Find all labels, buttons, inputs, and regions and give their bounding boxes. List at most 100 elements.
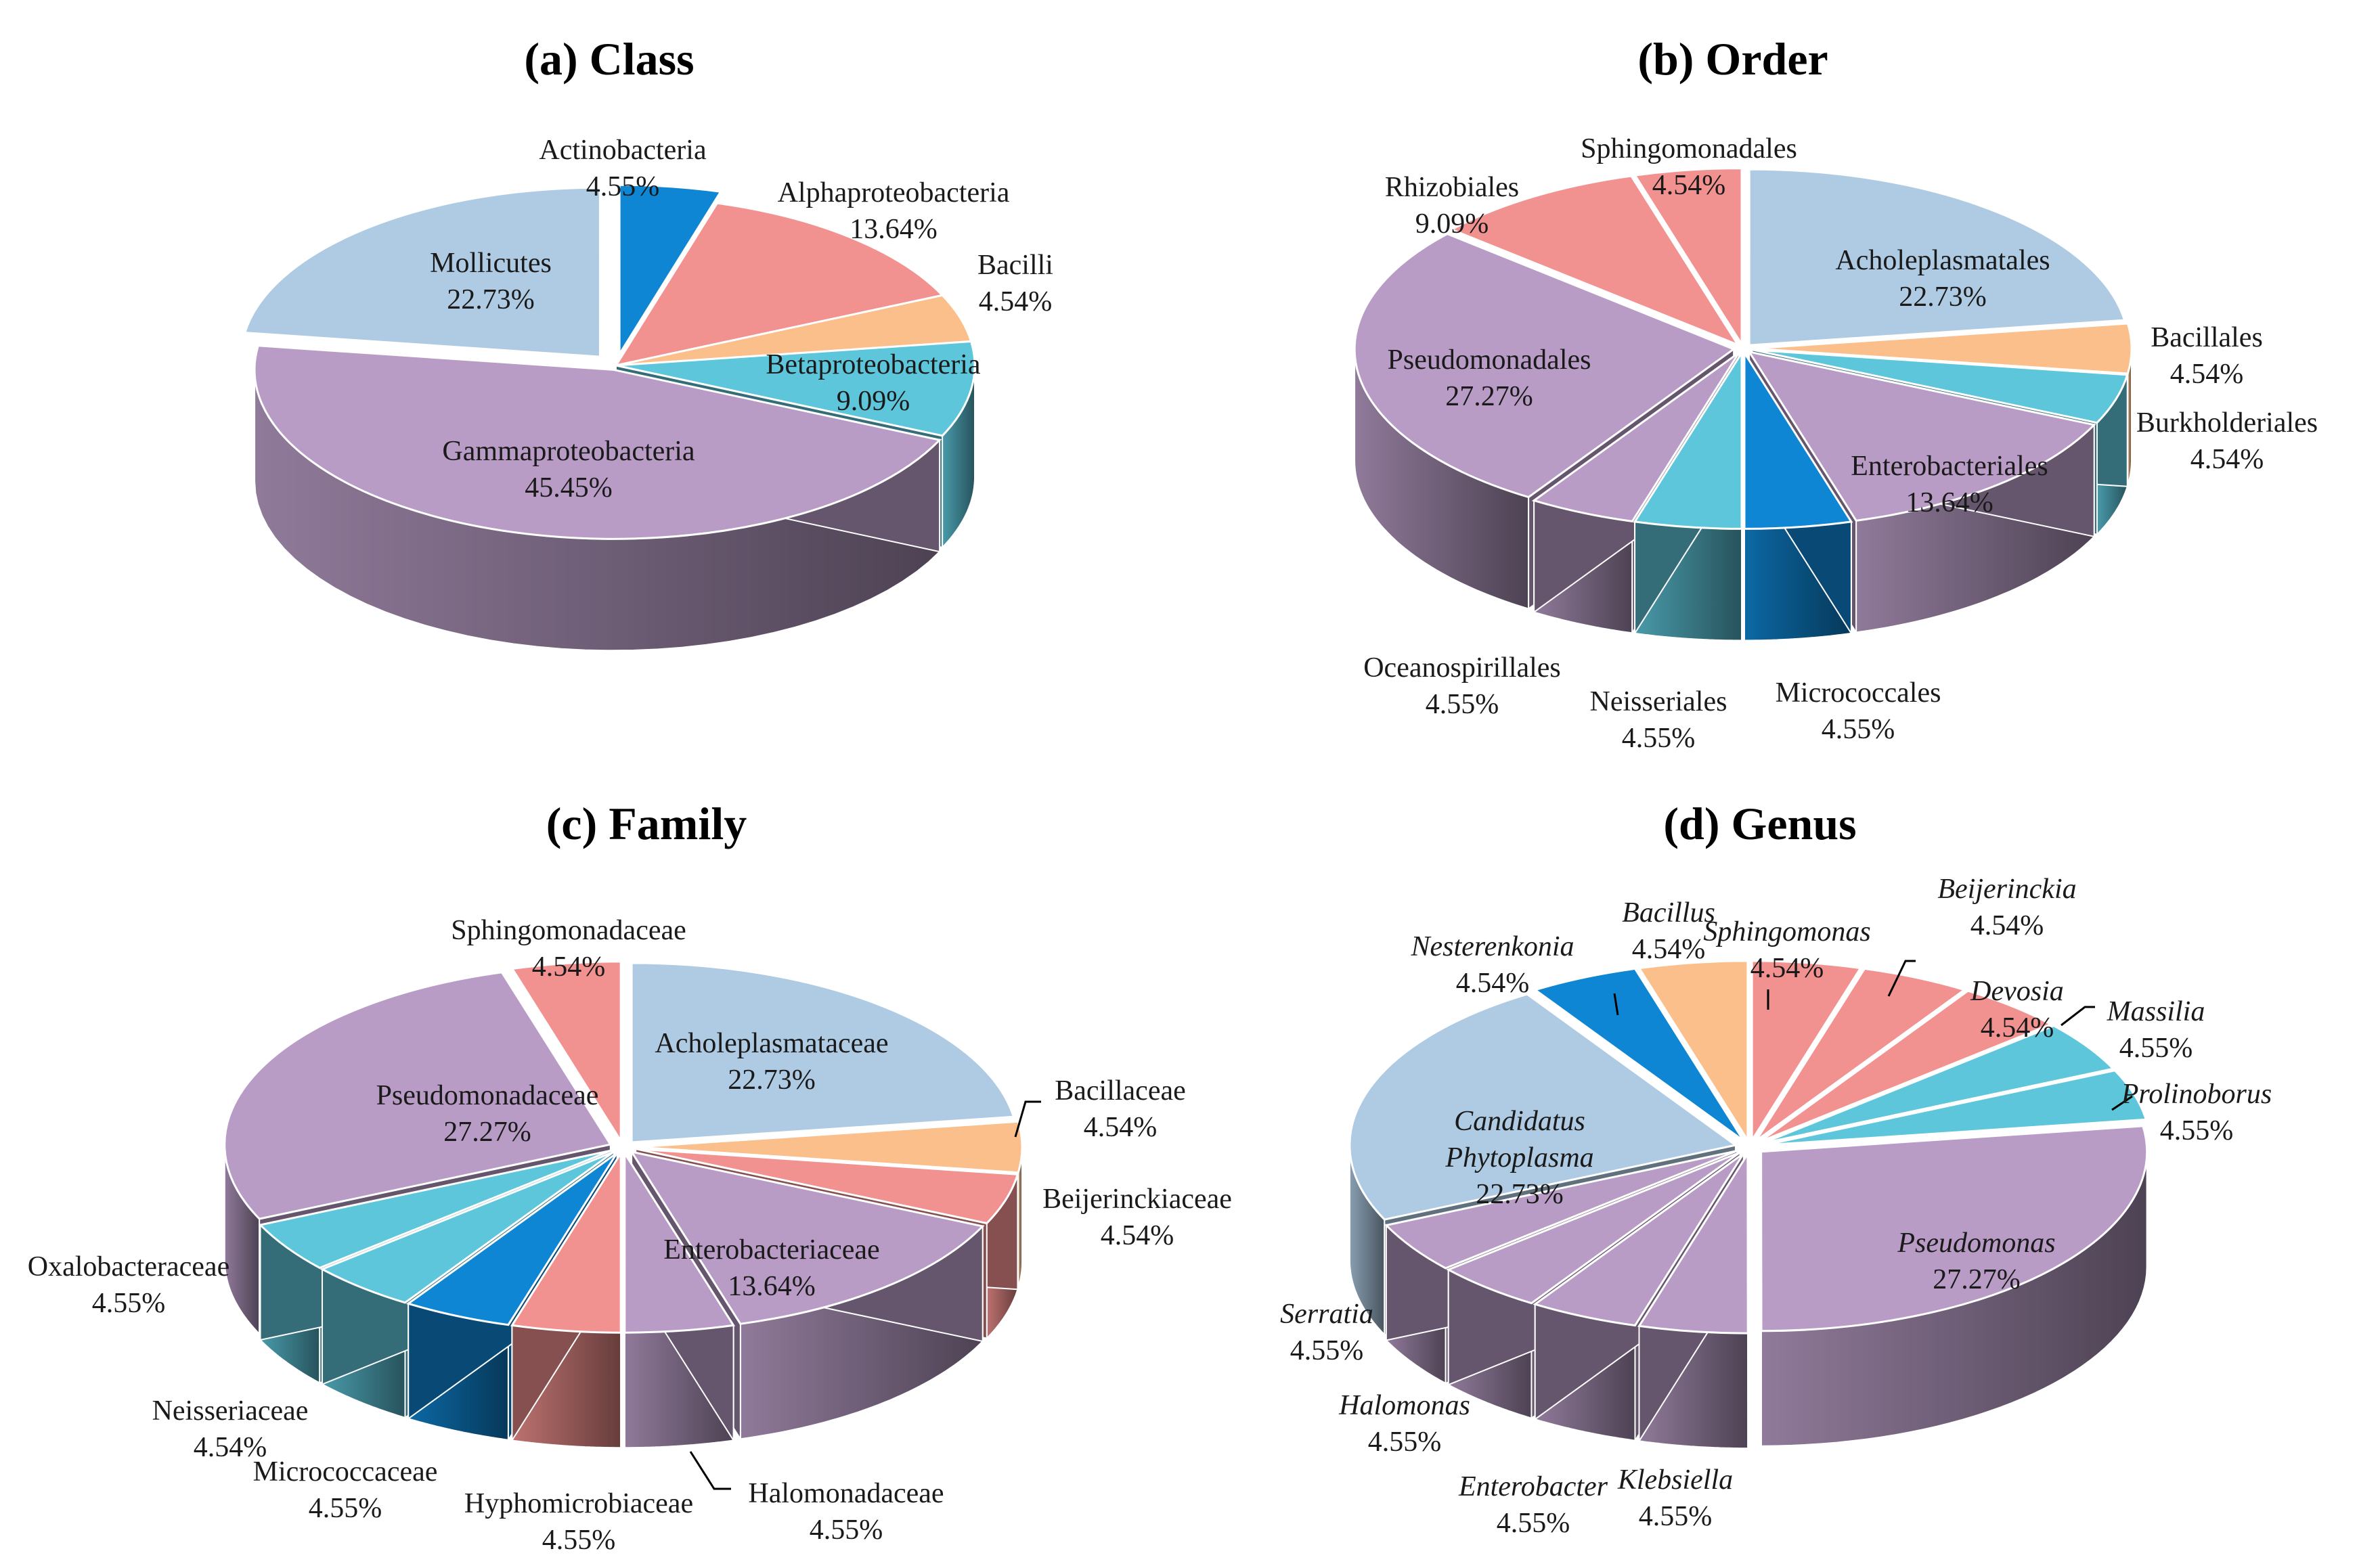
label-name: Hyphomicrobiaceae — [464, 1488, 693, 1519]
leader-line — [2061, 1006, 2095, 1027]
label-name: Bacillus — [1622, 897, 1715, 928]
label-micrococcaceae: Micrococcaceae 4.55% — [253, 1456, 438, 1524]
slice-beijerinckiaceae — [635, 1148, 1019, 1225]
slice-hyphomicrobiaceae — [510, 1150, 622, 1334]
slice-serratia — [1384, 1150, 1738, 1270]
slice-nesterenkonia — [1533, 967, 1745, 1142]
label-name: Mollicutes — [430, 248, 552, 279]
slice-pseudomonadaceae — [223, 971, 613, 1220]
slice-pseudomonadales — [1353, 232, 1736, 499]
slice-devosia — [1759, 989, 2054, 1143]
label-oceanospirillales: Oceanospirillales 4.55% — [1363, 652, 1561, 720]
label-halomonas: Halomonas 4.55% — [1338, 1390, 1470, 1458]
slice-prolinoborus — [1763, 1069, 2148, 1146]
slice-beijerinckia — [1755, 967, 1967, 1142]
label-percent: 27.27% — [1445, 381, 1533, 412]
label-beijerinckia: Beijerinckia 4.54% — [1937, 874, 2076, 941]
label-alphaproteobacteria: Alphaproteobacteria 13.64% — [778, 177, 1010, 245]
label-percent: 4.55% — [309, 1493, 382, 1524]
label-percent: 9.09% — [1415, 208, 1489, 240]
label-name: Acholeplasmatales — [1835, 245, 2050, 276]
label-percent: 45.45% — [525, 472, 613, 503]
label-name: Betaproteobacteria — [766, 349, 981, 380]
label-name: Acholeplasmataceae — [655, 1028, 888, 1059]
label-actinobacteria: Actinobacteria 4.55% — [539, 135, 707, 202]
label-percent: 4.55% — [1426, 689, 1499, 720]
label-percent: 4.55% — [542, 1525, 616, 1556]
label-percent: 4.55% — [586, 171, 660, 202]
panel-a-class: (a) Class Actinobacteria 4.55% Alphaproteob… — [243, 33, 1053, 652]
slice-actinobacteria — [618, 183, 723, 358]
label-percent: 4.55% — [1639, 1501, 1713, 1532]
label-percent: 4.54% — [1970, 910, 2044, 941]
label-bacillus: Bacillus 4.54% — [1622, 897, 1715, 965]
pie-top-faces — [1353, 167, 2133, 530]
slice-halomonadaceae — [623, 1150, 736, 1334]
slice-burkholderiales — [1752, 349, 2129, 424]
label-percent: 4.55% — [1622, 723, 1696, 754]
label-enterobacteriales: Enterobacteriales 13.64% — [1851, 451, 2048, 518]
label-name: Phytoplasma — [1445, 1142, 1593, 1173]
label-betaproteobacteria: Betaproteobacteria 9.09% — [766, 349, 981, 417]
slice-sphingomonadaceae — [510, 960, 622, 1144]
label-name: Sphingomonadales — [1581, 133, 1797, 164]
label-burkholderiales: Burkholderiales 4.54% — [2136, 407, 2318, 475]
label-name: Enterobacteriales — [1851, 451, 2048, 482]
slice-oxalobacteraceae — [258, 1149, 612, 1270]
slice-enterobacteriales — [1746, 350, 2096, 522]
label-percent: 4.54% — [1981, 1012, 2054, 1044]
label-name: Oceanospirillales — [1363, 652, 1561, 684]
panel-b-order: (b) Order Acholeplasmatales 22.73% Bacillal… — [1353, 33, 2318, 754]
label-percent: 22.73% — [1899, 282, 1987, 313]
label-percent: 4.54% — [1750, 953, 1824, 984]
slice-labels: Sphingomonas 4.54%Beijerinckia 4.54%Devosi… — [1280, 874, 2272, 1539]
label-mollicutes: Mollicutes 22.73% — [430, 248, 552, 315]
label-pseudomonadaceae: Pseudomonadaceae 27.27% — [376, 1080, 599, 1148]
label-percent: 4.54% — [1652, 170, 1726, 201]
label-name: Micrococcaceae — [253, 1456, 438, 1487]
label-sphingomonadales: Sphingomonadales 4.54% — [1581, 133, 1797, 201]
label-percent: 9.09% — [837, 386, 910, 417]
label-percent: 4.54% — [2190, 444, 2264, 475]
label-enterobacteriaceae: Enterobacteriaceae 13.64% — [663, 1234, 879, 1302]
chart-title: (c) Family — [546, 798, 747, 849]
label-klebsiella: Klebsiella 4.55% — [1617, 1464, 1733, 1532]
label-percent: 4.55% — [1822, 714, 1895, 745]
label-name: Sphingomonas — [1703, 916, 1870, 947]
slice-sphingomonas — [1750, 960, 1863, 1144]
slice-labels: Acholeplasmatales 22.73%Bacillales 4.54%Bu… — [1363, 133, 2318, 754]
slice-labels: Acholeplasmataceae 22.73% Bacillaceae 4.54%… — [28, 915, 1232, 1556]
label-percent: 4.54% — [1101, 1220, 1174, 1251]
label-percent: 4.54% — [1456, 968, 1530, 999]
slice-micrococcales — [1743, 349, 1853, 530]
label-percent: 4.55% — [1290, 1335, 1364, 1366]
slice-neisseriaceae — [320, 1150, 615, 1304]
label-name: Prolinoborus — [2121, 1079, 2272, 1110]
label-acholeplasmataceae: Acholeplasmataceae 22.73% — [655, 1028, 888, 1096]
label-candidatus-phytoplasma: Candidatus Phytoplasma 22.73% — [1445, 1106, 1593, 1210]
label-name: Neisseriales — [1590, 686, 1727, 717]
label-name: Candidatus — [1454, 1106, 1585, 1137]
label-name: Bacillaceae — [1055, 1075, 1186, 1106]
label-micrococcales: Micrococcales 4.55% — [1776, 677, 1941, 745]
label-percent: 13.64% — [850, 214, 938, 245]
label-acholeplasmatales: Acholeplasmatales 22.73% — [1835, 245, 2050, 313]
slice-oceanospirillales — [1531, 351, 1740, 523]
label-nesterenkonia: Nesterenkonia 4.54% — [1410, 931, 1574, 999]
label-name: Oxalobacteraceae — [28, 1251, 229, 1282]
pie-top-faces — [243, 183, 976, 540]
leader-line — [1887, 960, 1916, 997]
label-gammaproteobacteria: Gammaproteobacteria 45.45% — [442, 436, 695, 503]
label-percent: 13.64% — [728, 1271, 816, 1302]
slice-acholeplasmataceae — [630, 962, 1015, 1144]
slice-neisseriales — [1633, 349, 1743, 530]
label-name: Nesterenkonia — [1410, 931, 1574, 962]
label-percent: 4.54% — [1084, 1112, 1158, 1143]
label-neisseriales: Neisseriales 4.55% — [1590, 686, 1727, 754]
slice-massilia — [1761, 1025, 2115, 1144]
label-percent: 22.73% — [447, 284, 535, 315]
leader-line — [1613, 993, 1619, 1016]
label-pseudomonadales: Pseudomonadales 27.27% — [1388, 344, 1591, 412]
label-name: Pseudomonas — [1897, 1228, 2055, 1259]
